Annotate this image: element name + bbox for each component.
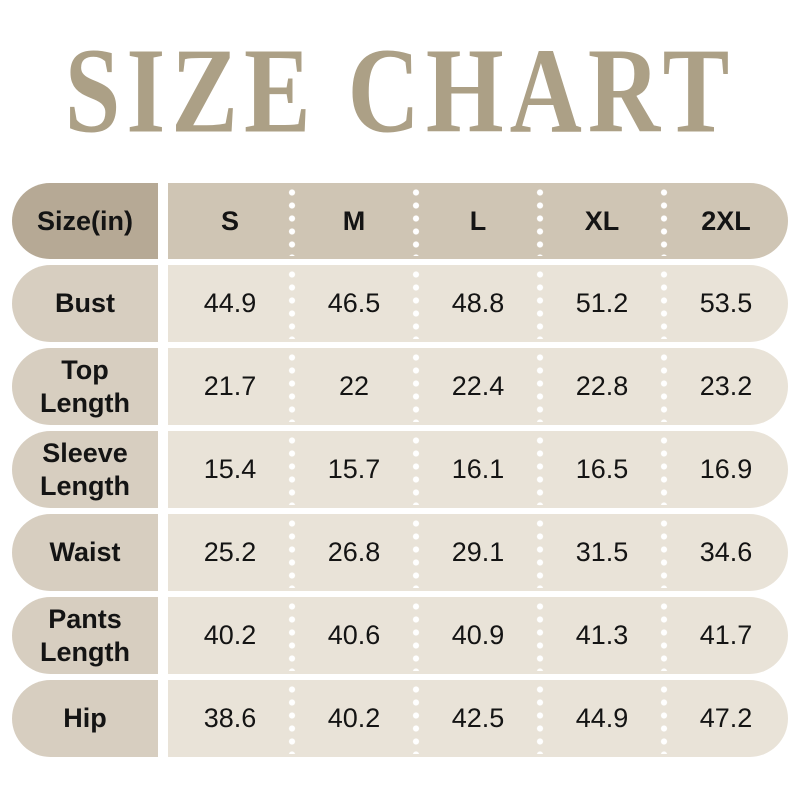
value-cell: 16.5 [536,431,664,508]
row-label-cell: Waist [12,514,158,591]
value-cell: 16.1 [412,431,540,508]
value-cell: 15.4 [203,454,257,484]
value-cell: 23.2 [660,348,788,425]
header-label-cell: Size(in) [12,183,158,259]
value-cell: 40.9 [412,597,540,674]
value-cell: 46.5 [288,265,416,342]
row-label-cell: Hip [12,680,158,757]
page-title: SIZE CHART [64,22,736,159]
value-cell: 42.5 [412,680,540,757]
value-cell: 21.7 [203,371,257,401]
value-cell: 26.8 [288,514,416,591]
row-values-strip: 38.6 40.2 42.5 44.9 47.2 [168,680,788,757]
header-cell-2xl: 2XL [660,183,788,259]
value-cell: 44.9 [536,680,664,757]
value-cell: 31.5 [536,514,664,591]
row-label-cell: Pants Length [12,597,158,674]
header-cell-xl: XL [536,183,664,259]
header-cell-l: L [412,183,540,259]
value-cell: 15.7 [288,431,416,508]
value-cell: 41.7 [660,597,788,674]
header-cell-s: S [220,205,239,236]
row-values-strip: 15.4 15.7 16.1 16.5 16.9 [168,431,788,508]
value-cell: 22 [288,348,416,425]
value-cell: 40.2 [288,680,416,757]
row-values-strip: 44.9 46.5 48.8 51.2 53.5 [168,265,788,342]
value-cell: 48.8 [412,265,540,342]
value-cell: 51.2 [536,265,664,342]
row-values-strip: 21.7 22 22.4 22.8 23.2 [168,348,788,425]
value-cell: 44.9 [203,288,257,318]
value-cell: 22.4 [412,348,540,425]
value-cell: 16.9 [660,431,788,508]
value-cell: 47.2 [660,680,788,757]
row-label-cell: Top Length [12,348,158,425]
row-values-strip: 25.2 26.8 29.1 31.5 34.6 [168,514,788,591]
table-row-pants-length: Pants Length 40.2 40.6 40.9 41.3 41.7 [12,597,788,674]
row-values-strip: 40.2 40.6 40.9 41.3 41.7 [168,597,788,674]
table-row-top-length: Top Length 21.7 22 22.4 22.8 23.2 [12,348,788,425]
value-cell: 34.6 [660,514,788,591]
value-cell: 25.2 [203,537,257,567]
header-cell-m: M [288,183,416,259]
header-values-strip: S M L XL 2XL [168,183,788,259]
value-cell: 53.5 [660,265,788,342]
value-cell: 41.3 [536,597,664,674]
value-cell: 40.6 [288,597,416,674]
value-cell: 40.2 [203,620,257,650]
row-label-cell: Bust [12,265,158,342]
row-label-cell: Sleeve Length [12,431,158,508]
value-cell: 22.8 [536,348,664,425]
table-row-bust: Bust 44.9 46.5 48.8 51.2 53.5 [12,265,788,342]
table-header-row: Size(in) S M L XL 2XL [12,183,788,259]
table-row-sleeve-length: Sleeve Length 15.4 15.7 16.1 16.5 16.9 [12,431,788,508]
value-cell: 29.1 [412,514,540,591]
table-row-waist: Waist 25.2 26.8 29.1 31.5 34.6 [12,514,788,591]
table-row-hip: Hip 38.6 40.2 42.5 44.9 47.2 [12,680,788,757]
size-chart-table: Size(in) S M L XL 2XL Bust 44.9 46.5 48.… [12,183,788,763]
value-cell: 38.6 [203,703,257,733]
